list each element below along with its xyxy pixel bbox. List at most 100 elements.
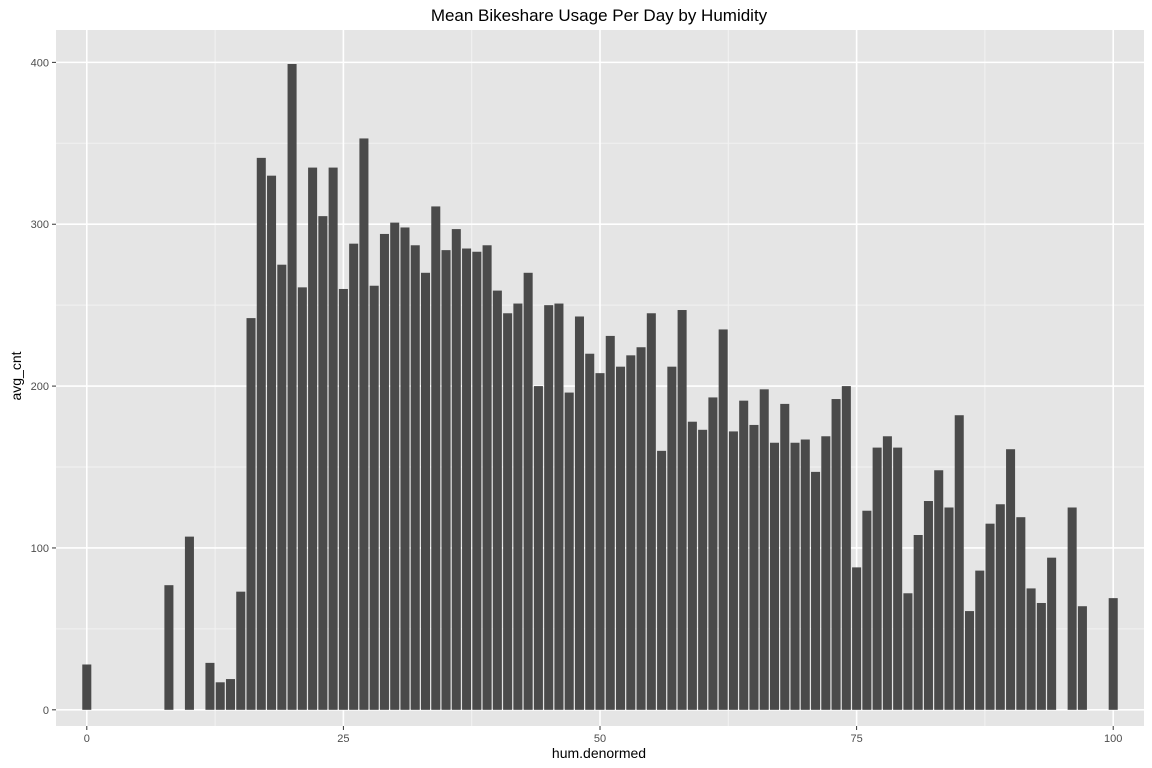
bar [236, 591, 246, 710]
bar [708, 397, 718, 710]
x-tick-label: 75 [850, 733, 862, 745]
bar [954, 415, 964, 710]
bar [1036, 602, 1046, 710]
chart-title: Mean Bikeshare Usage Per Day by Humidity [431, 6, 768, 25]
bar [379, 233, 389, 710]
x-tick-label: 0 [84, 733, 90, 745]
bar [513, 303, 523, 710]
bar [975, 570, 985, 710]
bar [1016, 517, 1026, 710]
bar [1006, 449, 1016, 710]
y-tick-label: 400 [31, 57, 49, 69]
bar [616, 366, 626, 710]
bar [903, 593, 913, 710]
bar [841, 386, 851, 710]
bar [923, 501, 933, 710]
y-tick-label: 300 [31, 219, 49, 231]
bar [544, 305, 554, 710]
bar [893, 447, 903, 710]
bar [1077, 606, 1087, 710]
bar [215, 682, 225, 710]
bar [687, 421, 697, 710]
bar [441, 250, 451, 710]
bar [780, 403, 790, 710]
bar [225, 679, 236, 710]
bar [400, 227, 410, 710]
bar [677, 310, 687, 710]
bar [646, 313, 656, 710]
bar [811, 471, 821, 710]
axis-ticks [52, 61, 1114, 730]
bar [595, 373, 605, 710]
bar [913, 535, 923, 710]
bar [574, 316, 584, 710]
bar [349, 243, 359, 710]
bar [420, 272, 431, 710]
bar [410, 245, 420, 710]
bar [328, 167, 338, 710]
bar [626, 355, 636, 710]
bar [308, 167, 318, 710]
x-tick-label: 25 [337, 733, 349, 745]
bar [667, 366, 677, 710]
bar [995, 504, 1005, 710]
bar [749, 424, 759, 710]
bar [205, 662, 215, 710]
bar [718, 329, 728, 710]
bars-layer [82, 63, 1118, 710]
bar [503, 313, 513, 710]
bar [472, 251, 482, 710]
x-axis-tick-labels: 0 25 50 75 100 [84, 733, 1123, 745]
bar [564, 392, 574, 710]
bar [934, 470, 944, 710]
bar [523, 272, 533, 710]
bar [728, 431, 738, 710]
bar [636, 347, 646, 710]
bar [964, 611, 975, 710]
bar [1108, 598, 1118, 710]
x-tick-label: 50 [594, 733, 606, 745]
bar [882, 436, 892, 710]
bar [821, 436, 831, 710]
bar [769, 442, 780, 710]
bar [1067, 507, 1077, 710]
bar [297, 287, 307, 710]
x-tick-label: 100 [1104, 733, 1122, 745]
bar [605, 335, 615, 710]
bar [800, 439, 810, 710]
bar [790, 442, 800, 710]
bar [267, 175, 277, 710]
bar [277, 264, 287, 710]
bar [492, 290, 502, 710]
bar [1047, 557, 1057, 710]
bar [256, 157, 266, 710]
bar [359, 138, 369, 710]
bar [862, 510, 872, 710]
y-axis-title: avg_cnt [8, 351, 24, 400]
bar [831, 399, 841, 710]
bar [985, 523, 995, 710]
bar [872, 447, 882, 710]
bar [739, 400, 749, 710]
bar [554, 303, 564, 710]
bar [431, 206, 441, 710]
x-axis-title: hum.denormed [552, 745, 646, 761]
bar [462, 248, 472, 710]
bar [287, 63, 297, 710]
bar [82, 664, 92, 710]
bar [585, 353, 595, 710]
bar [944, 507, 954, 710]
bar [852, 567, 862, 710]
bar [246, 318, 256, 710]
bar [369, 285, 379, 710]
bar [164, 585, 174, 710]
bar [390, 222, 400, 710]
y-tick-label: 0 [43, 705, 49, 717]
bar [759, 389, 769, 710]
bar [657, 450, 667, 710]
bar [533, 386, 543, 710]
bar [338, 288, 348, 710]
y-tick-label: 100 [31, 543, 49, 555]
